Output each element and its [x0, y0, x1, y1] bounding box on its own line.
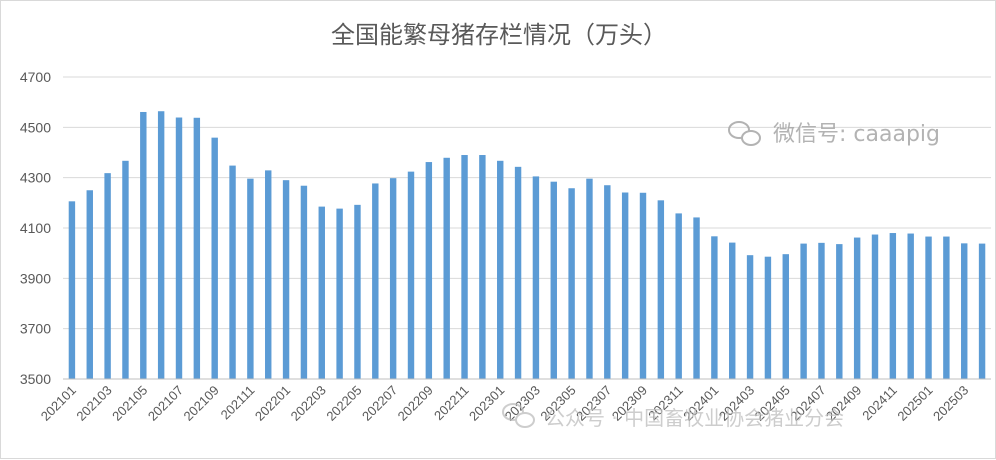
watermark-bottom: 公众号 · 中国畜牧业协会猪业分会 — [502, 403, 844, 430]
bar-202103 — [104, 173, 111, 379]
bar-202205 — [354, 204, 361, 379]
x-tick-label: 202503 — [930, 383, 971, 424]
bar-202404 — [764, 256, 772, 379]
bar-202109 — [211, 137, 218, 379]
wechat-icon — [502, 403, 535, 428]
x-tick-label: 202301 — [466, 383, 507, 424]
watermark-account: 公众号 · 中国畜牧业协会猪业分会 — [545, 406, 844, 430]
bar-202303 — [532, 176, 540, 379]
bar-202204 — [336, 208, 343, 379]
bar-202102 — [86, 190, 93, 379]
bar-202401 — [711, 236, 718, 379]
bar-202408 — [836, 244, 843, 379]
bar-202407 — [818, 242, 825, 379]
x-tick-label: 202207 — [359, 383, 400, 424]
bar-202304 — [550, 181, 557, 379]
y-axis-ticks: 3500 3700 3900 4100 4300 4500 4700 — [20, 69, 51, 387]
x-tick-label: 202501 — [894, 383, 935, 424]
bar-202312 — [693, 217, 700, 379]
bar-202311 — [675, 213, 682, 379]
wechat-icon — [728, 121, 761, 146]
bar-202207 — [389, 178, 397, 379]
bar-202502 — [943, 236, 950, 379]
x-tick-label: 202105 — [109, 383, 150, 424]
bar-202110 — [229, 165, 236, 379]
x-tick-label: 202203 — [288, 383, 329, 424]
y-tick-label: 4500 — [20, 119, 51, 135]
x-tick-label: 202103 — [73, 383, 114, 424]
bar-202406 — [800, 243, 807, 379]
bar-202111 — [247, 178, 254, 379]
bar-202211 — [461, 155, 468, 379]
x-tick-label: 202209 — [395, 383, 436, 424]
bar-202301 — [497, 160, 504, 379]
bar-202208 — [407, 171, 415, 379]
bar-202202 — [300, 185, 308, 379]
bar-202203 — [318, 206, 325, 379]
bar-202403 — [746, 255, 754, 379]
bar-202405 — [782, 254, 789, 379]
bar-202310 — [657, 200, 665, 379]
bars — [68, 111, 986, 380]
bar-202107 — [175, 117, 183, 380]
y-tick-label: 3500 — [20, 371, 51, 387]
x-tick-label: 202109 — [181, 383, 222, 424]
watermark-wechat-id: 微信号: caaapig — [773, 122, 940, 147]
bar-202105 — [140, 111, 147, 379]
y-tick-label: 3900 — [20, 270, 51, 286]
bar-202302 — [514, 166, 522, 379]
bar-202501 — [925, 236, 932, 379]
y-tick-label: 4300 — [20, 170, 51, 186]
bar-202411 — [889, 233, 897, 379]
x-tick-label: 202107 — [145, 383, 186, 424]
bar-202308 — [621, 192, 629, 379]
bar-202212 — [479, 155, 486, 379]
bar-202210 — [443, 157, 450, 379]
bar-202305 — [568, 188, 575, 379]
x-tick-label: 202111 — [218, 383, 258, 423]
bar-202112 — [265, 170, 272, 379]
bar-202309 — [639, 192, 647, 379]
bar-202504 — [978, 243, 986, 379]
bar-202209 — [425, 162, 433, 379]
bar-202503 — [961, 243, 968, 379]
bar-202104 — [122, 160, 129, 379]
bar-202201 — [282, 180, 290, 379]
bar-202412 — [907, 233, 914, 379]
bar-202307 — [604, 185, 611, 379]
bar-202108 — [193, 117, 201, 380]
x-tick-label: 202411 — [859, 383, 900, 424]
bar-202410 — [871, 234, 879, 379]
x-tick-label: 202101 — [38, 383, 79, 424]
y-tick-label: 4100 — [20, 220, 51, 236]
bar-202402 — [729, 242, 736, 379]
bar-202206 — [372, 183, 379, 379]
x-tick-label: 202201 — [252, 383, 293, 424]
x-tick-label: 202211 — [431, 383, 472, 424]
watermark-top: 微信号: caaapig — [728, 121, 940, 147]
x-tick-label: 202205 — [323, 383, 364, 424]
bar-202101 — [68, 201, 76, 379]
bar-202409 — [853, 237, 861, 379]
y-tick-label: 3700 — [20, 321, 51, 337]
chart-title: 全国能繁母猪存栏情况（万头） — [331, 21, 667, 49]
bar-202306 — [586, 178, 593, 379]
y-tick-label: 4700 — [20, 69, 51, 85]
bar-202106 — [157, 111, 165, 379]
